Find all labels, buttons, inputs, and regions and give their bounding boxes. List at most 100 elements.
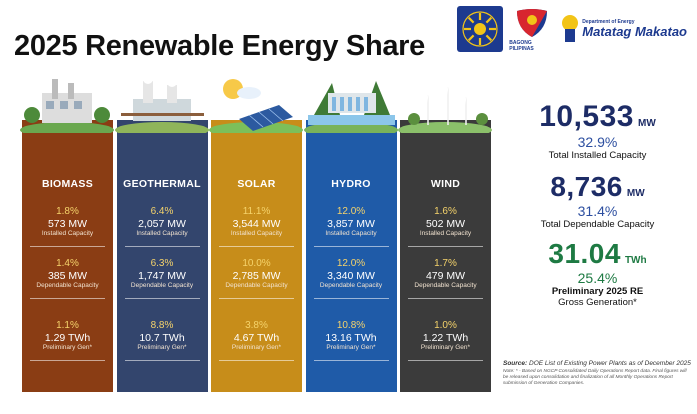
column-wind-background	[400, 120, 491, 392]
biomass-dependable-share: 1.4%	[56, 258, 79, 269]
wind-installed-share: 1.6%	[434, 206, 457, 217]
wind-dependable-value: 479 MW	[425, 269, 466, 282]
total-dependable-label: Total Dependable Capacity	[540, 219, 655, 230]
geothermal-divider-2	[124, 298, 200, 299]
biomass-dependable-value: 385 MW	[47, 269, 88, 282]
geothermal-generation-metric: 8.8% 10.7 TWh Preliminary Gen*	[115, 320, 210, 351]
wind-scene-illustration	[398, 75, 493, 138]
hydro-dependable-value: 3,340 MW	[327, 269, 375, 282]
footnote: Note: * - Based on NGCP Consolidated Dai…	[503, 369, 687, 386]
totals-panel: 10,533 MW 32.9% Total Installed Capacity …	[505, 100, 690, 308]
solar-dependable-value: 2,785 MW	[232, 269, 281, 282]
geothermal-installed-share: 6.4%	[150, 206, 174, 217]
wind-generation-share: 1.0%	[434, 320, 457, 331]
column-solar-background	[211, 120, 302, 392]
biomass-divider-2	[30, 298, 105, 299]
geothermal-dependable-label: Dependable Capacity	[130, 281, 194, 289]
column-hydro: HYDRO 12.0% 3,857 MW Installed Capacity 12.0…	[303, 81, 399, 414]
solar-divider-1	[219, 246, 294, 247]
solar-installed-metric: 11.1% 3,544 MW Installed Capacity	[209, 206, 304, 237]
solar-dependable-share: 10.0%	[242, 258, 271, 269]
hydro-installed-metric: 12.0% 3,857 MW Installed Capacity	[304, 206, 399, 237]
column-biomass-background	[22, 120, 113, 392]
logo-mm-caption: Department of Energy	[582, 19, 635, 25]
column-wind: WIND 1.6% 502 MW Installed Capacity 1.7% 479 …	[398, 78, 493, 414]
solar-scene-illustration	[209, 75, 304, 138]
wind-installed-value: 502 MW	[425, 217, 466, 230]
sun-seal-logo	[457, 6, 504, 52]
bagong-pilipinas-logo: BAGONG PILIPINAS	[509, 7, 555, 52]
geothermal-generation-share: 8.8%	[150, 320, 174, 331]
energy-columns: BIOMASS 1.8% 573 MW Installed Capacity 1.4% 3…	[20, 74, 493, 414]
hydro-dependable-share: 12.0%	[336, 258, 366, 269]
column-geothermal-title: GEOTHERMAL	[123, 178, 201, 190]
geothermal-generation-value: 10.7 TWh	[139, 331, 185, 344]
matatag-makatao-logo: Department of Energy Matatag Makatao	[561, 14, 687, 44]
total-installed-label: Total Installed Capacity	[548, 150, 647, 161]
column-biomass: BIOMASS 1.8% 573 MW Installed Capacity 1.4% 3…	[20, 79, 115, 414]
source-note: Source: DOE List of Existing Power Plant…	[503, 360, 693, 387]
geothermal-dependable-metric: 6.3% 1,747 MW Dependable Capacity	[115, 258, 210, 289]
biomass-installed-label: Installed Capacity	[41, 229, 94, 237]
solar-generation-label: Preliminary Gen*	[231, 343, 282, 351]
hydro-dependable-label: Dependable Capacity	[319, 281, 383, 289]
hydro-divider-2	[313, 298, 389, 299]
column-hydro-title: HYDRO	[331, 178, 371, 190]
wind-dependable-metric: 1.7% 479 MW Dependable Capacity	[398, 258, 493, 289]
hydro-installed-label: Installed Capacity	[325, 229, 377, 237]
biomass-generation-metric: 1.1% 1.29 TWh Preliminary Gen*	[20, 320, 115, 351]
total-generation-label-2: Gross Generation*	[558, 297, 637, 308]
solar-generation-metric: 3.8% 4.67 TWh Preliminary Gen*	[209, 320, 304, 351]
hydro-divider-1	[313, 246, 389, 247]
bagong-pilipinas-caption: BAGONG PILIPINAS	[509, 39, 534, 52]
total-dependable-value: 8,736	[550, 171, 623, 202]
total-installed: 10,533 MW	[505, 100, 690, 134]
hydro-divider-3	[313, 360, 389, 361]
total-generation-value: 31.04	[548, 238, 621, 269]
geothermal-divider-3	[124, 360, 200, 361]
wind-installed-metric: 1.6% 502 MW Installed Capacity	[398, 206, 493, 237]
geothermal-divider-1	[124, 246, 200, 247]
total-generation-unit: TWh	[624, 255, 647, 266]
wind-generation-metric: 1.0% 1.22 TWh Preliminary Gen*	[398, 320, 493, 351]
wind-dependable-label: Dependable Capacity	[414, 281, 477, 289]
biomass-installed-value: 573 MW	[47, 217, 88, 230]
geothermal-dependable-value: 1,747 MW	[138, 269, 186, 282]
geothermal-installed-value: 2,057 MW	[138, 217, 186, 230]
biomass-dependable-label: Dependable Capacity	[36, 281, 99, 289]
wind-installed-label: Installed Capacity	[419, 229, 472, 237]
total-generation: 31.04 TWh	[505, 238, 690, 270]
source-label: Source:	[503, 360, 528, 367]
total-generation-label-1: Preliminary 2025 RE	[551, 286, 644, 297]
column-solar: SOLAR 11.1% 3,544 MW Installed Capacity 10.0…	[209, 79, 304, 414]
source-text: DOE List of Existing Power Plants as of …	[529, 360, 691, 367]
total-dependable: 8,736 MW	[505, 171, 690, 203]
solar-divider-2	[219, 298, 294, 299]
wind-generation-value: 1.22 TWh	[422, 331, 469, 344]
column-wind-title: WIND	[430, 178, 461, 190]
wind-divider-2	[408, 298, 483, 299]
biomass-generation-share: 1.1%	[56, 320, 79, 331]
solar-dependable-metric: 10.0% 2,785 MW Dependable Capacity	[209, 258, 304, 289]
geothermal-scene-illustration	[114, 74, 210, 138]
wind-generation-label: Preliminary Gen*	[420, 343, 471, 351]
total-generation-pct: 25.4%	[577, 270, 618, 286]
biomass-scene-illustration	[20, 75, 115, 138]
hydro-generation-metric: 10.8% 13.16 TWh Preliminary Gen*	[304, 320, 399, 351]
solar-installed-value: 3,544 MW	[232, 217, 281, 230]
biomass-installed-share: 1.8%	[56, 206, 79, 217]
column-geothermal: GEOTHERMAL 6.4% 2,057 MW Installed Capacity…	[114, 74, 210, 414]
total-installed-pct: 32.9%	[577, 134, 618, 150]
total-dependable-pct: 31.4%	[577, 203, 618, 219]
geothermal-generation-label: Preliminary Gen*	[137, 343, 187, 351]
biomass-installed-metric: 1.8% 573 MW Installed Capacity	[20, 206, 115, 237]
hydro-generation-value: 13.16 TWh	[325, 331, 377, 344]
logo-group: BAGONG PILIPINAS Department of Energy Ma…	[457, 6, 687, 52]
biomass-divider-1	[30, 246, 105, 247]
column-geothermal-background	[116, 120, 208, 392]
total-dependable-unit: MW	[626, 188, 645, 199]
biomass-divider-3	[30, 360, 105, 361]
column-biomass-title: BIOMASS	[41, 178, 94, 190]
biomass-dependable-metric: 1.4% 385 MW Dependable Capacity	[20, 258, 115, 289]
geothermal-dependable-share: 6.3%	[150, 258, 174, 269]
